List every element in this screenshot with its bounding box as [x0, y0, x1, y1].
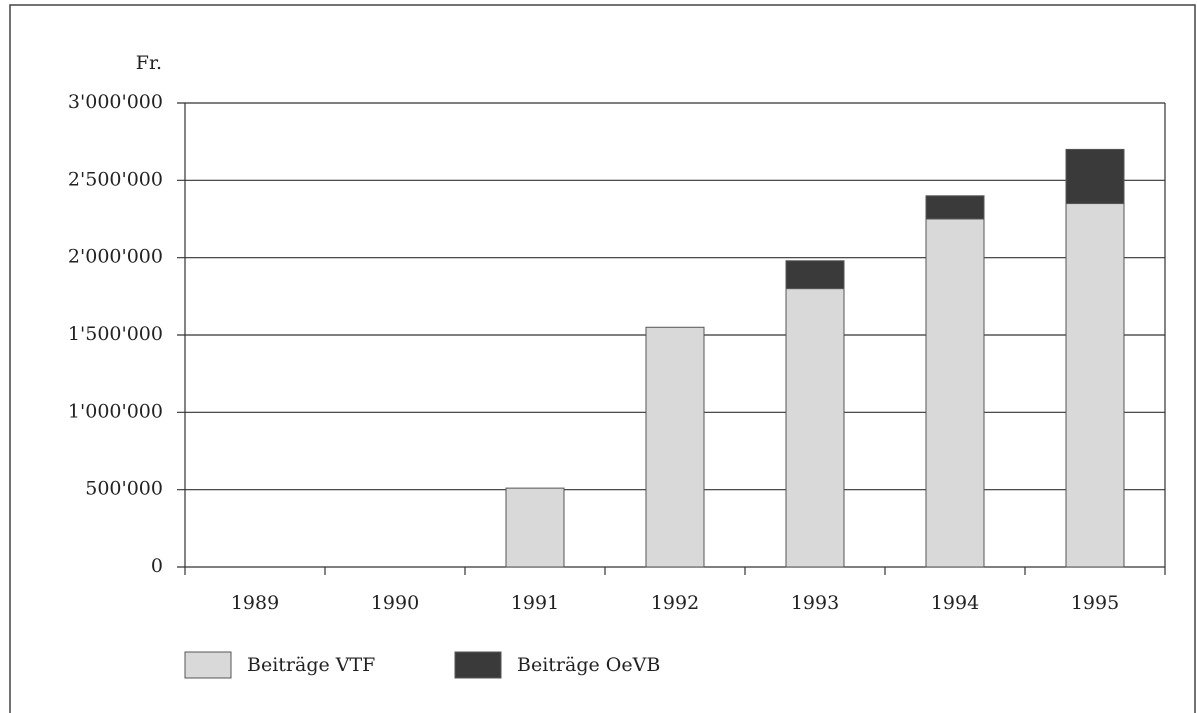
- bar-segment: [1065, 203, 1125, 568]
- y-axis-label: Fr.: [136, 52, 162, 74]
- y-tick-label: 500'000: [85, 478, 163, 500]
- legend-label: Beiträge VTF: [247, 654, 375, 676]
- legend-label: Beiträge OeVB: [517, 654, 660, 676]
- x-tick-label: 1992: [651, 592, 699, 614]
- x-tick-label: 1989: [231, 592, 279, 614]
- x-tick-label: 1990: [371, 592, 419, 614]
- bar-segment: [925, 218, 985, 568]
- bar-segment: [1065, 148, 1125, 205]
- x-tick-label: 1994: [931, 592, 979, 614]
- y-tick-label: 2'000'000: [68, 246, 163, 268]
- chart-frame: [9, 4, 1196, 713]
- y-tick-label: 3'000'000: [68, 91, 163, 113]
- y-tick-label: 2'500'000: [68, 168, 163, 190]
- x-tick-label: 1993: [791, 592, 839, 614]
- bar-segment: [645, 326, 705, 568]
- legend-swatch: [184, 651, 232, 679]
- y-tick-label: 1'000'000: [68, 400, 163, 422]
- y-tick-label: 1'500'000: [68, 323, 163, 345]
- bar-segment: [785, 288, 845, 568]
- bar-segment: [505, 487, 565, 568]
- bar-segment: [925, 195, 985, 220]
- bar-segment: [785, 260, 845, 290]
- x-tick-label: 1995: [1071, 592, 1119, 614]
- y-tick-label: 0: [151, 555, 163, 577]
- x-tick-label: 1991: [511, 592, 559, 614]
- legend-swatch: [454, 651, 502, 679]
